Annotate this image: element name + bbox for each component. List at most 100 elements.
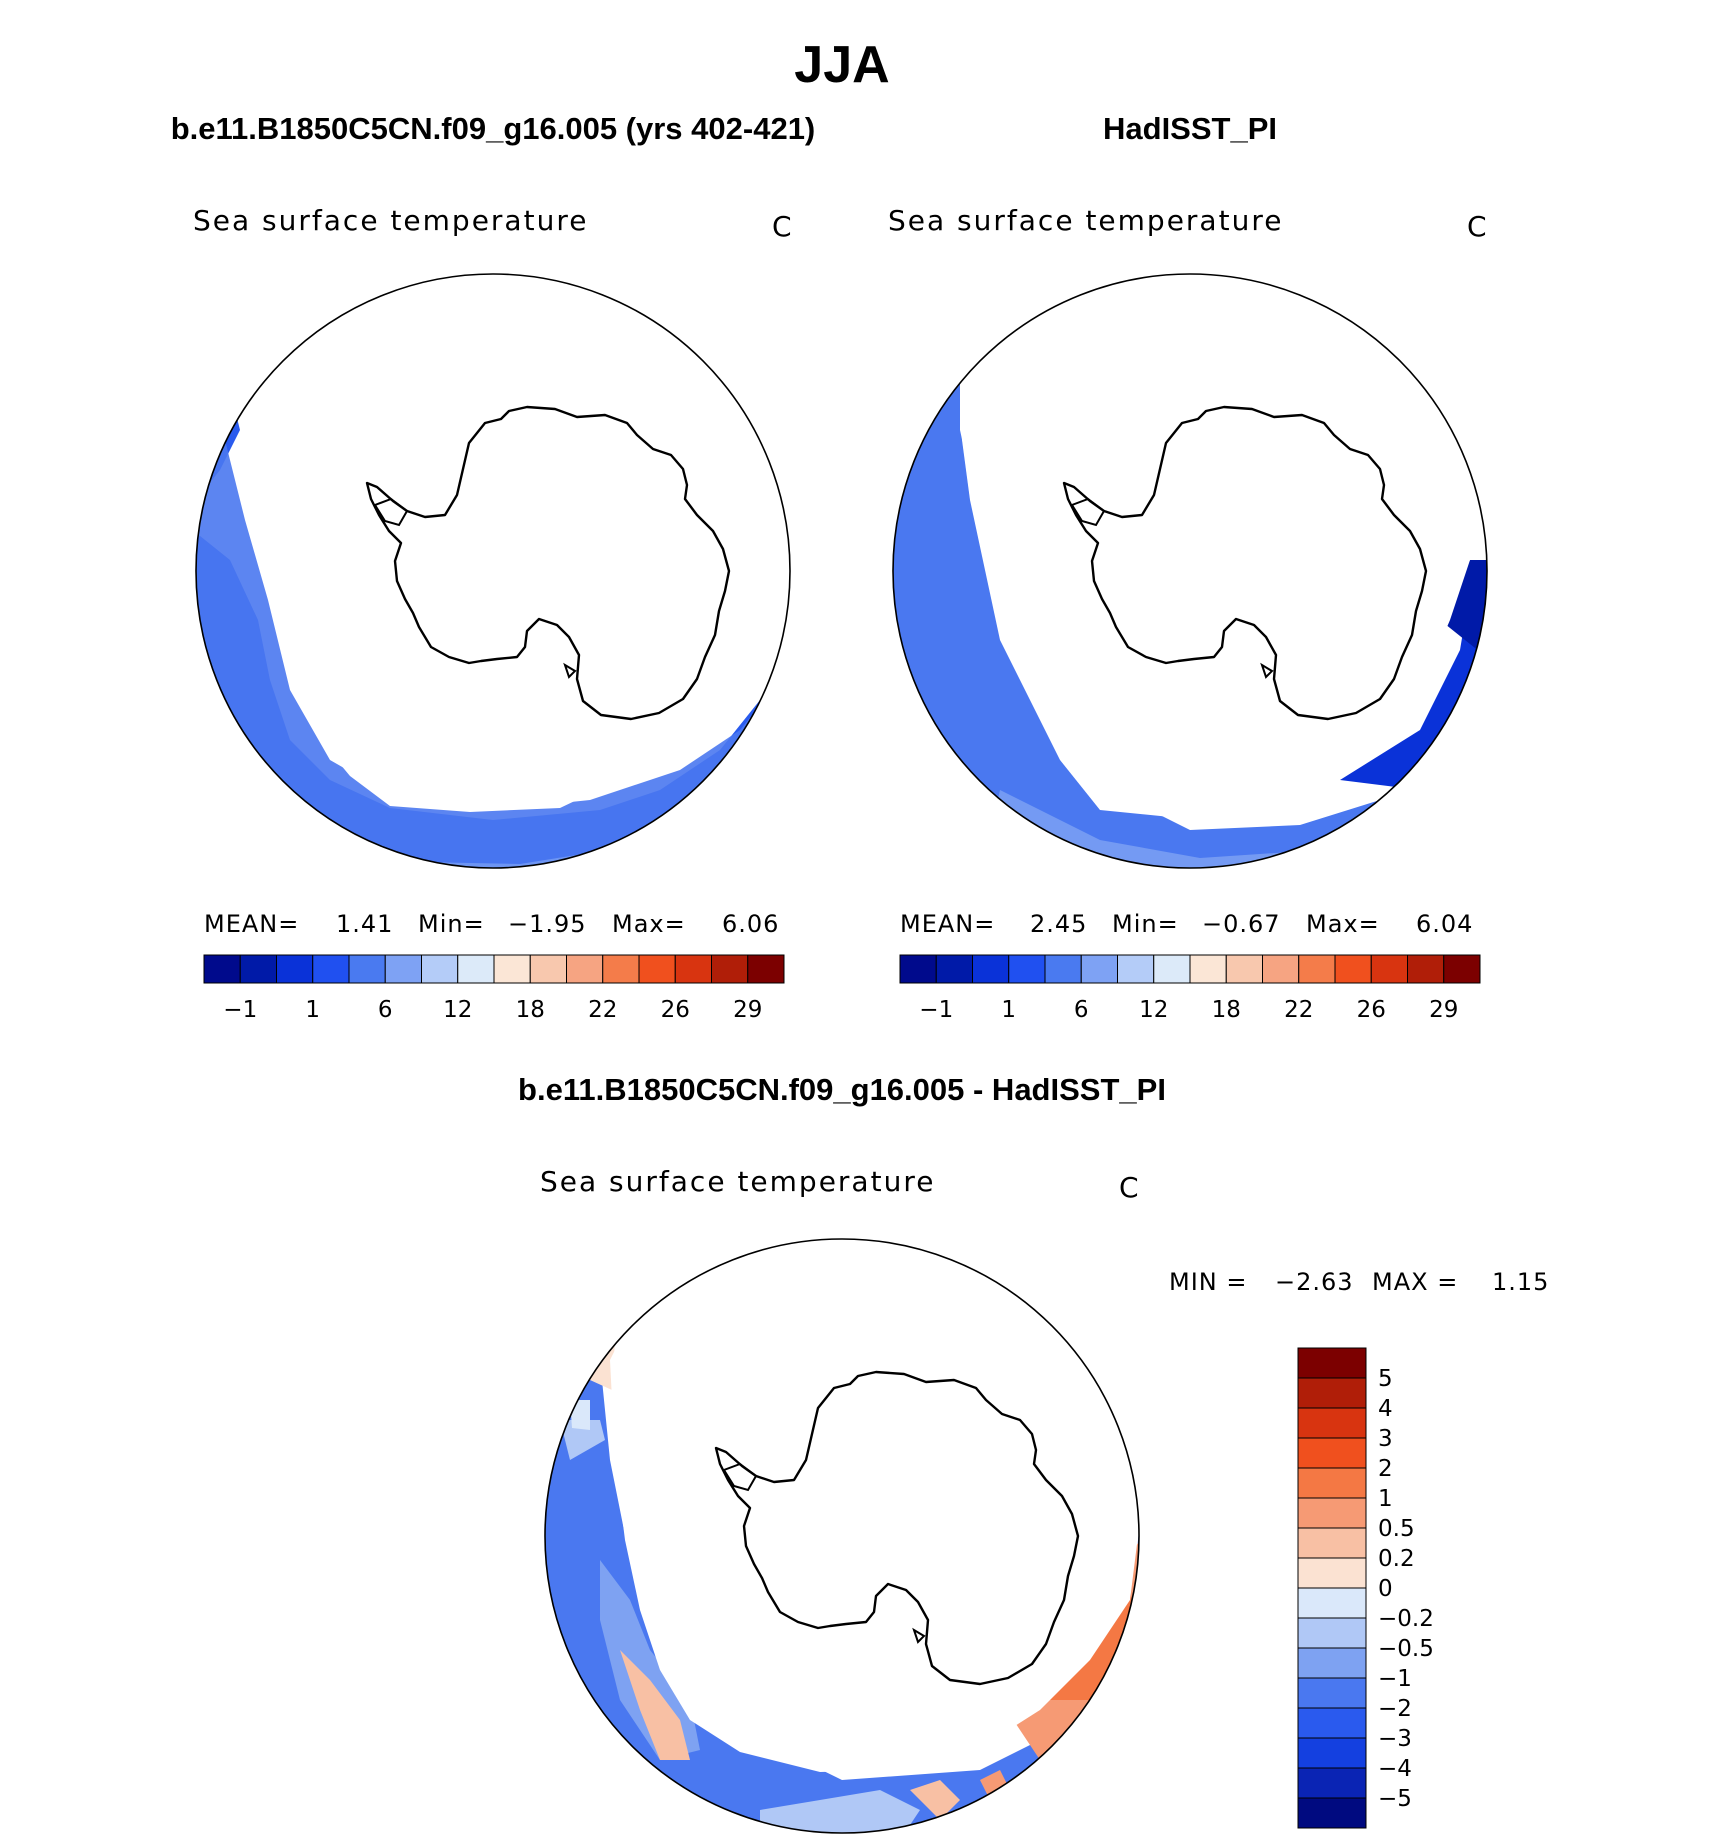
colorbar-swatch [1297, 1467, 1367, 1499]
colorbar-swatch [312, 954, 350, 984]
colorbar-tick-label: 29 [733, 997, 762, 1023]
colorbar-swatch [1297, 1647, 1367, 1679]
colorbar-swatch [1297, 1557, 1367, 1589]
colorbar-swatch [1370, 954, 1408, 984]
panel-diff-header: b.e11.B1850C5CN.f09_g16.005 - HadISST_PI [518, 1072, 1166, 1107]
colorbar-tick-label: 6 [1074, 997, 1089, 1023]
diff-min-label: MIN = [1169, 1268, 1247, 1296]
panel-diff-variable: Sea surface temperature [540, 1165, 935, 1198]
stat-max-label: Max= [612, 910, 686, 938]
colorbar-swatch [1297, 1767, 1367, 1799]
colorbar-swatch [972, 954, 1010, 984]
diff-minmax: MIN = −2.63 MAX = 1.15 [1169, 1268, 1549, 1296]
colorbar-tick-label: 29 [1429, 997, 1458, 1023]
stat-mean-value: 1.41 [336, 910, 393, 938]
colorbar-swatch [747, 954, 785, 984]
diff-max-value: 1.15 [1492, 1268, 1549, 1296]
colorbar-swatch [1407, 954, 1445, 984]
colorbar-tick-label: 1 [305, 997, 320, 1023]
colorbar-swatch [1297, 1437, 1367, 1469]
colorbar-tick-label: −0.5 [1378, 1636, 1434, 1662]
colorbar-swatch [1297, 1347, 1367, 1379]
stat-min-value: −1.95 [508, 910, 587, 938]
stat-max-value: 6.06 [722, 910, 779, 938]
colorbar-tick-label: −2 [1378, 1696, 1412, 1722]
panel-model-variable: Sea surface temperature [193, 204, 588, 237]
colorbar-swatch [1297, 1587, 1367, 1619]
colorbar-swatch [276, 954, 314, 984]
colorbar-swatch [1225, 954, 1263, 984]
colorbar-swatch [239, 954, 277, 984]
colorbar-swatch [1044, 954, 1082, 984]
colorbar-swatch [1297, 1797, 1367, 1829]
colorbar-tick-label: −1 [1378, 1666, 1412, 1692]
colorbar-swatch [1298, 954, 1336, 984]
colorbar-swatch [1262, 954, 1300, 984]
panel-obs-units: C [1467, 210, 1489, 243]
sst-field-obs [893, 380, 1487, 868]
diff-min-value: −2.63 [1275, 1268, 1354, 1296]
colorbar-tick-label: 3 [1378, 1426, 1393, 1452]
colorbar-swatch [348, 954, 386, 984]
map-obs [892, 273, 1488, 869]
colorbar-tick-label: 18 [516, 997, 545, 1023]
colorbar-swatch [1297, 1407, 1367, 1439]
map-difference [544, 1238, 1140, 1834]
colorbar-tick-label: 6 [378, 997, 393, 1023]
stat-max-label: Max= [1306, 910, 1380, 938]
colorbar-swatch [566, 954, 604, 984]
colorbar-swatch [711, 954, 749, 984]
colorbar-swatch [529, 954, 567, 984]
colorbar-swatch [1297, 1527, 1367, 1559]
colorbar-tick-label: 22 [1284, 997, 1313, 1023]
stat-min-label: Min= [418, 910, 485, 938]
colorbar-tick-label: 2 [1378, 1456, 1393, 1482]
colorbar-swatch [638, 954, 676, 984]
colorbar-tick-label: 1 [1378, 1486, 1393, 1512]
colorbar-swatch [1080, 954, 1118, 984]
colorbar-tick-label: 26 [661, 997, 690, 1023]
colorbar-swatch [1443, 954, 1481, 984]
colorbar-swatch [1297, 1707, 1367, 1739]
colorbar-swatch [421, 954, 459, 984]
colorbar-tick-label: 0.2 [1378, 1546, 1415, 1572]
figure-title: JJA [794, 36, 889, 94]
colorbar-difference: −5 −4 −3 −2 −1 −0.5 −0.2 0 0.2 0.5 1 2 3 4 5 [1297, 1347, 1434, 1829]
stat-min-value: −0.67 [1202, 910, 1281, 938]
stat-min-label: Min= [1112, 910, 1179, 938]
colorbar-swatch [1297, 1617, 1367, 1649]
stat-max-value: 6.04 [1416, 910, 1473, 938]
colorbar-tick-label: 12 [443, 997, 472, 1023]
colorbar-swatch [602, 954, 640, 984]
colorbar-tick-label: 26 [1357, 997, 1386, 1023]
colorbar-tick-label: 18 [1212, 997, 1241, 1023]
colorbar-tick-label: 12 [1139, 997, 1168, 1023]
colorbar-swatch [1117, 954, 1155, 984]
colorbar-swatch [384, 954, 422, 984]
stat-mean-label: MEAN= [900, 910, 995, 938]
diff-max-label: MAX = [1372, 1268, 1458, 1296]
colorbar-tick-label: 1 [1001, 997, 1016, 1023]
stats-obs: MEAN= 2.45 Min= −0.67 Max= 6.04 [900, 910, 1473, 938]
stat-mean-value: 2.45 [1030, 910, 1087, 938]
colorbar-swatch [1008, 954, 1046, 984]
panel-diff-units: C [1119, 1171, 1141, 1204]
colorbar-swatch [203, 954, 241, 984]
panel-model-units: C [772, 210, 794, 243]
map-model [195, 273, 791, 869]
colorbar-tick-label: −1 [919, 997, 953, 1023]
stats-model: MEAN= 1.41 Min= −1.95 Max= 6.06 [204, 910, 779, 938]
panel-obs: HadISST_PI Sea surface temperature C MEA… [888, 111, 1489, 1023]
colorbar-swatch [899, 954, 937, 984]
colorbar-swatch [1153, 954, 1191, 984]
colorbar-model: −1 1 6 12 18 22 26 29 [203, 954, 785, 1023]
colorbar-tick-label: 0.5 [1378, 1516, 1415, 1542]
colorbar-tick-label: 0 [1378, 1576, 1393, 1602]
colorbar-swatch [457, 954, 495, 984]
colorbar-swatch [1334, 954, 1372, 984]
stat-mean-label: MEAN= [204, 910, 299, 938]
colorbar-tick-label: −0.2 [1378, 1606, 1434, 1632]
colorbar-tick-label: 22 [588, 997, 617, 1023]
colorbar-tick-label: 5 [1378, 1366, 1393, 1392]
